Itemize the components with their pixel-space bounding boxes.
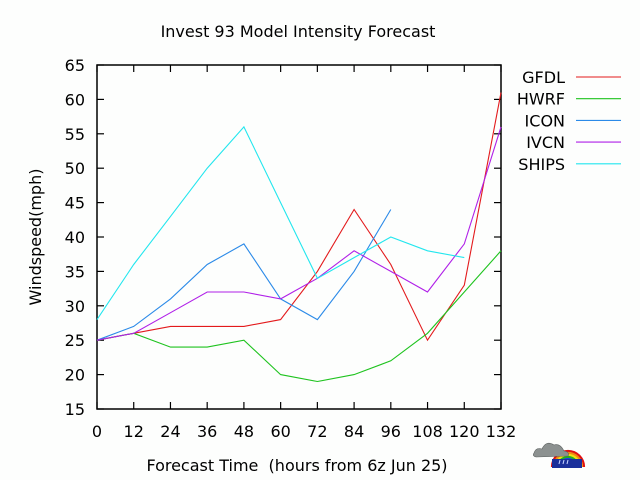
y-tick-label: 35 [65,262,85,281]
legend-label-ivcn: IVCN [526,133,565,152]
x-axis-label: Forecast Time (hours from 6z Jun 25) [146,456,447,475]
x-tick-label: 72 [307,422,327,441]
x-axis: 0 12 24 36 48 60 72 84 96 108 120 132 [92,65,516,441]
y-tick-label: 40 [65,228,85,247]
x-tick-label: 96 [381,422,401,441]
legend: GFDL HWRF ICON IVCN SHIPS [517,68,621,174]
y-tick-label: 30 [65,297,85,316]
y-tick-label: 55 [65,125,85,144]
x-tick-label: 48 [234,422,254,441]
legend-label-gfdl: GFDL [522,68,565,87]
x-tick-label: 60 [270,422,290,441]
y-tick-label: 20 [65,366,85,385]
legend-label-icon: ICON [525,111,565,130]
legend-label-hwrf: HWRF [517,90,565,109]
y-tick-label: 60 [65,90,85,109]
cloud-icon [533,442,569,458]
chart-title: Invest 93 Model Intensity Forecast [161,22,436,41]
weather-logo [533,442,586,468]
rain-icon [558,459,569,465]
series-group [96,92,502,383]
x-tick-label: 120 [449,422,480,441]
series-line-gfdl [96,92,502,342]
x-tick-label: 84 [344,422,364,441]
series-line-ivcn [96,126,502,341]
x-tick-label: 12 [124,422,144,441]
y-axis-label: Windspeed(mph) [26,169,45,306]
y-tick-label: 65 [65,56,85,75]
x-tick-label: 108 [412,422,443,441]
plot-frame [96,64,502,410]
series-line-ships [96,125,465,320]
x-tick-label: 132 [486,422,517,441]
y-tick-label: 45 [65,194,85,213]
x-tick-label: 36 [197,422,217,441]
legend-label-ships: SHIPS [518,155,565,174]
x-tick-label: 0 [92,422,102,441]
x-tick-label: 24 [160,422,180,441]
y-tick-label: 15 [65,400,85,419]
series-line-icon [96,209,392,341]
series-line-hwrf [96,250,502,383]
y-tick-label: 25 [65,331,85,350]
y-tick-label: 50 [65,159,85,178]
y-axis: 15 20 25 30 35 40 45 50 55 60 65 [65,56,501,419]
